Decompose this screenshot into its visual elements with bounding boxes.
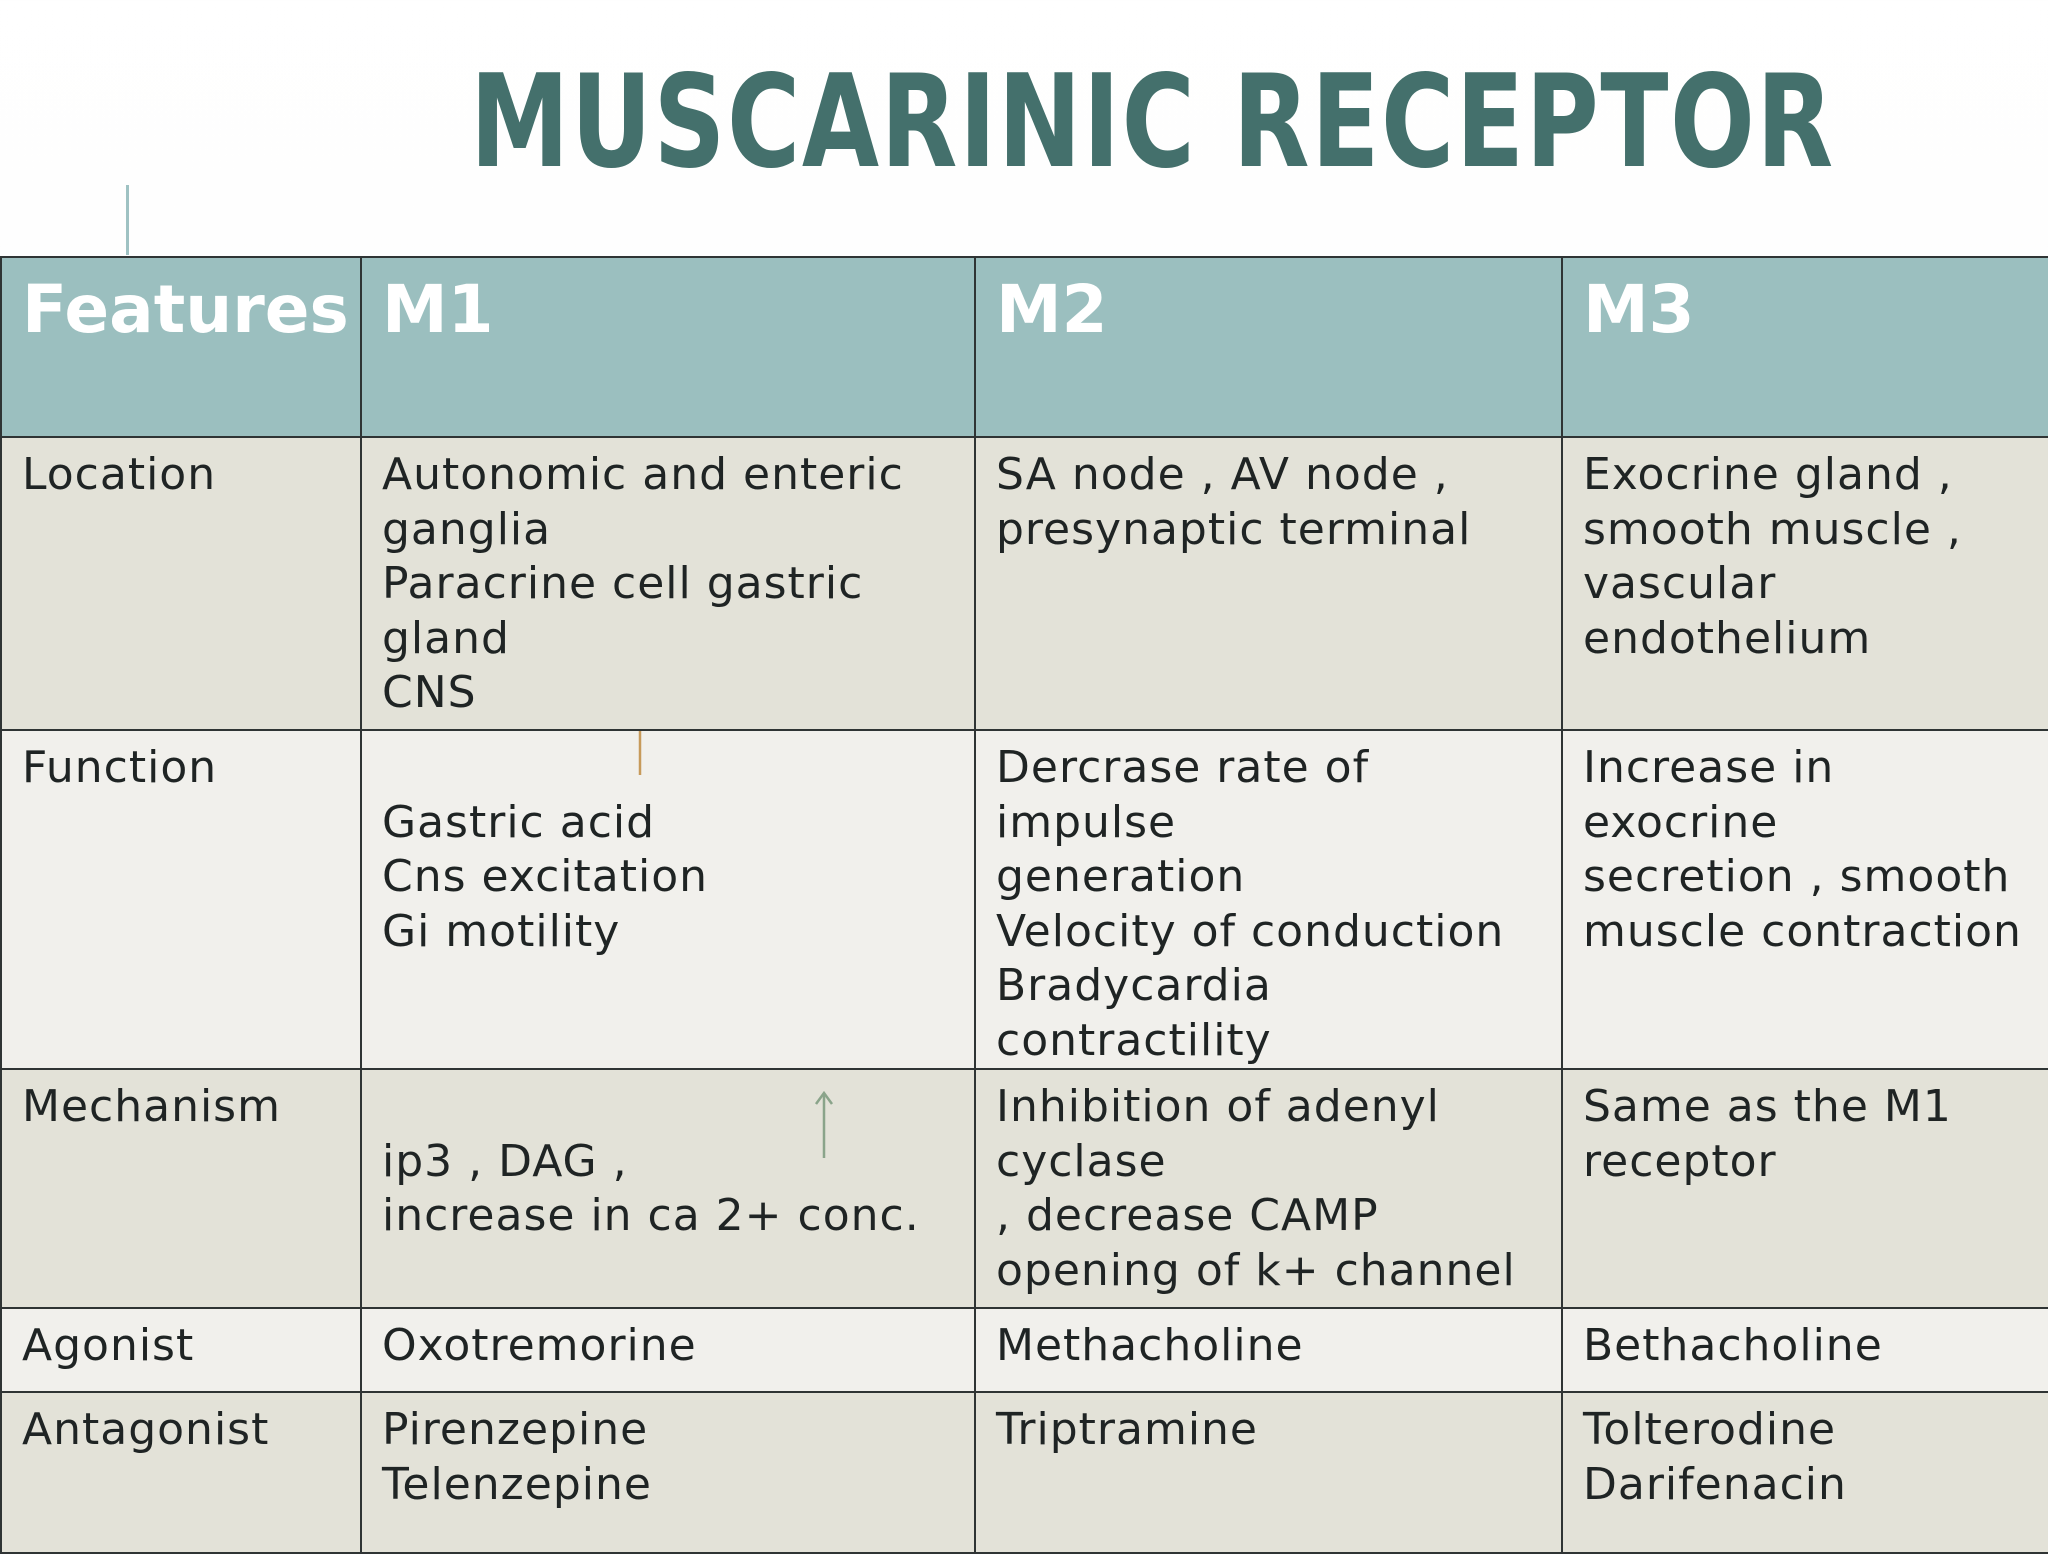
up-arrow-icon — [814, 1090, 834, 1158]
cell-feature: Antagonist — [0, 1391, 362, 1554]
row-function: Function Gastric acid Cns excitation Gi … — [0, 729, 2048, 1070]
cell-m2: SA node , AV node , presynaptic terminal — [974, 436, 1563, 731]
accent-line — [126, 185, 129, 255]
row-antagonist: Antagonist Pirenzepine Telenzepine Tript… — [0, 1391, 2048, 1554]
cell-m2: Triptramine — [974, 1391, 1563, 1554]
cell-text: Gastric acid Cns excitation Gi motility — [382, 796, 708, 957]
header-m2: M2 — [974, 256, 1563, 438]
cell-m3: Exocrine gland , smooth muscle , vascula… — [1561, 436, 2048, 731]
cell-feature: Mechanism — [0, 1068, 362, 1309]
row-mechanism: Mechanism ip3 , DAG , increase in ca 2+ … — [0, 1068, 2048, 1309]
receptor-table: Features M1 M2 M3 Location Autonomic and… — [0, 256, 2048, 1554]
cell-m2: Dercrase rate of impulse generation Velo… — [974, 729, 1563, 1070]
cell-feature: Function — [0, 729, 362, 1070]
cell-feature: Location — [0, 436, 362, 731]
cell-m2: Inhibition of adenyl cyclase , decrease … — [974, 1068, 1563, 1309]
row-agonist: Agonist Oxotremorine Methacholine Bethac… — [0, 1307, 2048, 1393]
cell-m1: Gastric acid Cns excitation Gi motility — [360, 729, 976, 1070]
header-features: Features — [0, 256, 362, 438]
cell-m2: Methacholine — [974, 1307, 1563, 1393]
slide-title: MUSCARINIC RECEPTOR — [470, 48, 1835, 197]
header-m1: M1 — [360, 256, 976, 438]
cell-m1: Oxotremorine — [360, 1307, 976, 1393]
cell-m1: ip3 , DAG , increase in ca 2+ conc. — [360, 1068, 976, 1309]
cell-text: ip3 , DAG , increase in ca 2+ conc. — [382, 1135, 920, 1242]
row-location: Location Autonomic and enteric ganglia P… — [0, 436, 2048, 731]
cell-m3: Tolterodine Darifenacin — [1561, 1391, 2048, 1554]
cell-m3: Increase in exocrine secretion , smooth … — [1561, 729, 2048, 1070]
table-header-row: Features M1 M2 M3 — [0, 256, 2048, 438]
cell-m1: Autonomic and enteric ganglia Paracrine … — [360, 436, 976, 731]
up-arrow-icon — [638, 732, 642, 775]
cell-feature: Agonist — [0, 1307, 362, 1393]
cell-m3: Bethacholine — [1561, 1307, 2048, 1393]
cell-m3: Same as the M1 receptor — [1561, 1068, 2048, 1309]
cell-m1: Pirenzepine Telenzepine — [360, 1391, 976, 1554]
header-m3: M3 — [1561, 256, 2048, 438]
